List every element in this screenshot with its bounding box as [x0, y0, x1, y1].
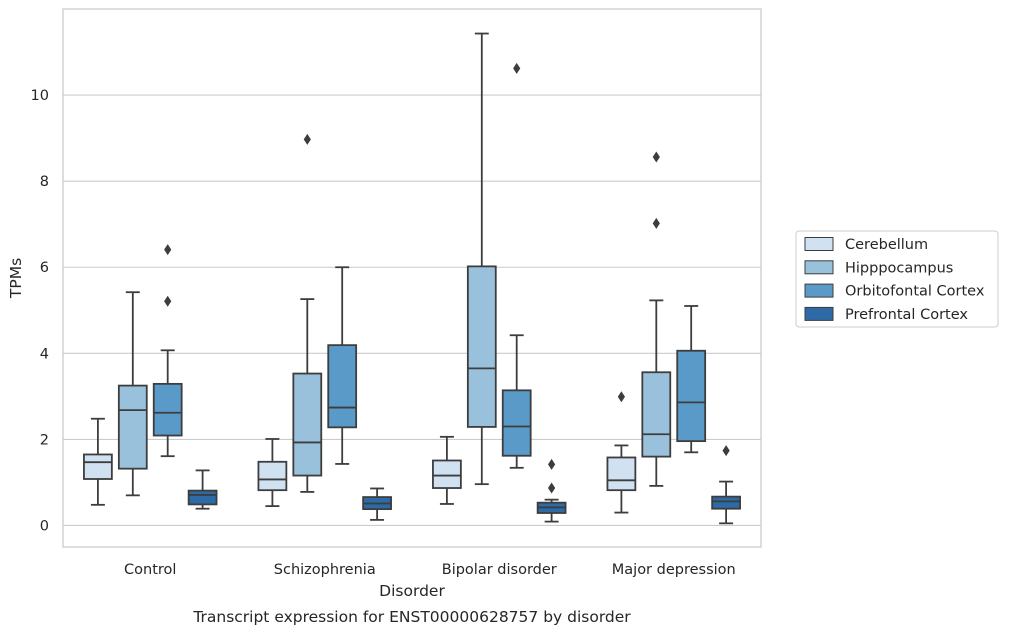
y-axis-label: TPMs	[7, 258, 25, 299]
box	[676, 349, 707, 443]
outlier-marker	[722, 445, 730, 457]
box-group	[117, 291, 148, 497]
box	[641, 371, 672, 458]
y-tick-label: 8	[40, 174, 49, 190]
legend-swatch	[804, 237, 834, 251]
box	[711, 495, 741, 510]
box-group	[83, 417, 113, 506]
x-tick-label: Bipolar disorder	[442, 562, 557, 578]
outlier-marker	[513, 62, 521, 74]
x-tick-label: Schizophrenia	[274, 562, 376, 578]
box	[501, 389, 532, 457]
box	[152, 382, 183, 437]
outlier-marker	[548, 458, 556, 470]
outlier-marker	[652, 217, 660, 229]
y-tick-label: 0	[40, 518, 49, 534]
y-tick-labels: 0 2 4 6 8 10	[31, 88, 49, 534]
legend-swatch	[804, 283, 834, 298]
outlier-marker	[652, 151, 660, 163]
x-axis-label: Disorder	[379, 582, 445, 600]
outlier-marker	[548, 482, 556, 494]
x-tick-label: Major depression	[612, 562, 736, 578]
box-group	[327, 266, 358, 465]
outlier-marker	[303, 133, 311, 145]
y-tick-label: 4	[40, 346, 49, 362]
legend-frame	[795, 230, 999, 328]
box	[292, 372, 323, 477]
box	[187, 489, 218, 506]
box-group	[606, 391, 637, 514]
outlier-marker	[164, 244, 172, 256]
legend: Cerebellum Hipppocampus Orbitofontal Corte…	[795, 230, 999, 328]
box-group	[432, 435, 462, 505]
box	[606, 456, 637, 492]
box-group	[292, 133, 323, 493]
plot-frame	[62, 8, 762, 548]
legend-label: Hipppocampus	[845, 260, 953, 276]
box-layer	[83, 32, 741, 525]
box	[117, 384, 148, 470]
y-tick-label: 6	[40, 260, 49, 276]
box	[257, 460, 288, 492]
x-tick-label: Control	[124, 562, 176, 578]
box-group	[676, 305, 707, 454]
box	[83, 453, 113, 480]
grid-lines	[63, 94, 761, 527]
legend-items: Cerebellum Hipppocampus Orbitofontal Corte…	[804, 237, 985, 323]
box-group	[152, 244, 183, 458]
box	[327, 344, 358, 429]
outlier-marker	[164, 295, 172, 307]
x-tick-labels: Control Schizophrenia Bipolar disorder Majo…	[124, 562, 736, 578]
legend-label: Cerebellum	[845, 237, 928, 253]
box	[432, 459, 462, 489]
chart-caption: Transcript expression for ENST0000062875…	[192, 608, 631, 626]
y-tick-label: 10	[31, 88, 49, 104]
box-group	[187, 469, 218, 510]
outlier-marker	[617, 391, 625, 403]
legend-swatch	[804, 260, 834, 275]
y-tick-label: 2	[40, 432, 49, 448]
box-group	[466, 32, 497, 486]
box-group	[501, 62, 532, 469]
box-group	[362, 487, 392, 521]
legend-swatch	[804, 306, 834, 321]
box	[466, 265, 497, 428]
box-group	[536, 458, 567, 523]
legend-label: Prefrontal Cortex	[845, 307, 968, 323]
box-group	[641, 151, 672, 487]
box-group	[257, 438, 288, 508]
box-group	[711, 445, 741, 525]
legend-label: Orbitofontal Cortex	[845, 284, 985, 300]
